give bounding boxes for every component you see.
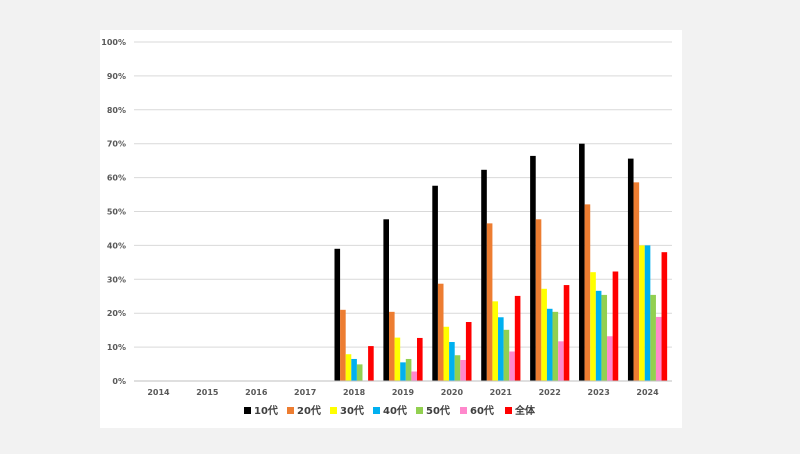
bar: [644, 245, 651, 381]
y-tick-label: 30%: [107, 275, 126, 284]
bar: [351, 358, 357, 381]
bar: [340, 309, 346, 381]
legend-item: 40代: [373, 404, 407, 417]
legend-item: 30代: [330, 404, 364, 417]
bar: [411, 371, 417, 381]
legend-label: 50代: [426, 404, 450, 417]
x-tick-label: 2019: [392, 388, 415, 397]
bar: [590, 272, 596, 381]
x-tick-label: 2014: [147, 388, 170, 397]
x-axis: 2014 2015 2016 2017 2018 2019 2020 2021 2022 2023…: [134, 380, 672, 397]
bar: [552, 311, 559, 381]
legend: 10代 20代 30代 40代 50代 60代 全体: [244, 404, 536, 417]
bar: [383, 219, 389, 381]
bars: [334, 143, 668, 381]
bar: [607, 336, 613, 381]
bar: [503, 329, 510, 381]
x-tick-label: 2020: [441, 388, 464, 397]
bar: [558, 341, 564, 381]
bar: [405, 358, 412, 381]
legend-swatch: [287, 407, 294, 414]
x-tick-label: 2024: [636, 388, 659, 397]
bar: [498, 317, 504, 381]
bar: [486, 223, 493, 381]
x-tick-label: 2017: [294, 388, 316, 397]
y-tick-label: 90%: [107, 72, 126, 81]
bar: [443, 326, 450, 381]
legend-label: 60代: [470, 404, 494, 417]
bar: [650, 294, 656, 381]
bar: [492, 301, 499, 381]
bar: [394, 337, 401, 381]
y-tick-label: 70%: [107, 140, 126, 149]
x-tick-label: 2015: [196, 388, 219, 397]
y-tick-label: 60%: [107, 174, 126, 183]
bar: [334, 248, 341, 381]
bar: [454, 355, 461, 381]
legend-label: 40代: [383, 404, 407, 417]
bar: [530, 155, 536, 381]
x-tick-label: 2016: [245, 388, 268, 397]
x-tick-label: 2023: [588, 388, 610, 397]
legend-label: 10代: [254, 404, 278, 417]
legend-item: 60代: [460, 404, 494, 417]
y-tick-label: 40%: [107, 241, 126, 250]
bar: [432, 185, 438, 381]
legend-item: 20代: [287, 404, 321, 417]
x-tick-label: 2021: [490, 388, 513, 397]
bar: [541, 288, 547, 381]
y-axis-ticks: 0% 10% 20% 30% 40% 50% 60% 70% 80% 90% 100%: [101, 38, 126, 386]
bar: [535, 219, 542, 381]
y-tick-label: 80%: [107, 106, 126, 115]
legend-item: 50代: [416, 404, 450, 417]
bar: [389, 311, 395, 381]
bar: [627, 158, 634, 381]
y-tick-label: 50%: [107, 208, 126, 217]
legend-swatch: [330, 407, 337, 414]
bar: [368, 346, 374, 381]
bar: [514, 295, 521, 381]
y-tick-label: 100%: [101, 38, 126, 47]
y-tick-label: 10%: [107, 343, 126, 352]
bar: [661, 252, 668, 381]
legend-swatch: [416, 407, 423, 414]
bar: [584, 204, 591, 381]
legend-swatch: [373, 407, 380, 414]
y-tick-label: 20%: [107, 309, 126, 318]
bar: [509, 351, 515, 381]
bar: [437, 283, 444, 381]
legend-item: 10代: [244, 404, 278, 417]
bar: [465, 322, 472, 381]
bar: [612, 271, 619, 381]
bar: [546, 308, 553, 381]
bar: [345, 354, 352, 381]
bar: [417, 337, 423, 381]
bar: [400, 362, 406, 381]
bar: [449, 342, 455, 381]
x-tick-label: 2018: [343, 388, 366, 397]
x-tick-label: 2022: [539, 388, 561, 397]
bar: [633, 182, 640, 381]
legend-label: 20代: [297, 404, 321, 417]
bar: [563, 285, 570, 381]
bar: [579, 143, 585, 381]
bar: [356, 364, 363, 381]
legend-label: 30代: [340, 404, 364, 417]
bar: [460, 359, 466, 381]
legend-swatch: [505, 407, 512, 414]
bar: [601, 294, 608, 381]
bar: [655, 316, 662, 381]
y-tick-label: 0%: [112, 377, 126, 386]
legend-swatch: [244, 407, 251, 414]
legend-item: 全体: [505, 404, 536, 417]
bar: [639, 245, 645, 381]
bar: [595, 290, 602, 381]
legend-label: 全体: [514, 404, 536, 417]
bar: [481, 169, 487, 381]
legend-swatch: [460, 407, 467, 414]
